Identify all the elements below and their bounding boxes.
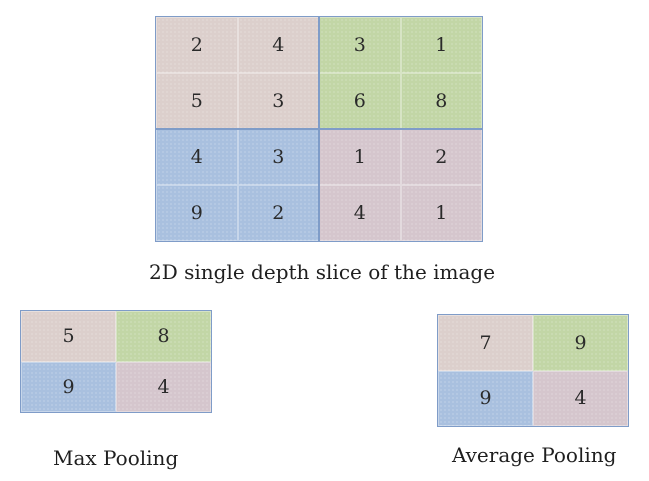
matrix-cell: 9	[156, 185, 238, 241]
matrix-cell: 2	[156, 17, 238, 73]
matrix-cell: 4	[116, 361, 211, 412]
matrix-cell: 3	[319, 17, 401, 73]
max-pooling-caption: Max Pooling	[53, 446, 179, 470]
input-matrix-caption: 2D single depth slice of the image	[149, 260, 496, 284]
matrix-cell: 9	[533, 315, 628, 371]
matrix-cell: 9	[21, 361, 116, 412]
matrix-cell: 1	[400, 185, 482, 241]
matrix-cell: 7	[438, 315, 533, 371]
matrix-cell: 5	[156, 73, 238, 129]
matrix-cell: 6	[319, 73, 401, 129]
matrix-cell: 2	[400, 129, 482, 185]
input-matrix-horizontal-divider	[155, 128, 483, 130]
matrix-cell: 4	[156, 129, 238, 185]
matrix-cell: 1	[319, 129, 401, 185]
matrix-cell: 4	[533, 370, 628, 426]
matrix-cell: 3	[237, 73, 319, 129]
matrix-cell: 5	[21, 311, 116, 362]
matrix-cell: 1	[400, 17, 482, 73]
matrix-cell: 9	[438, 370, 533, 426]
matrix-cell: 8	[116, 311, 211, 362]
matrix-cell: 4	[237, 17, 319, 73]
matrix-cell: 3	[237, 129, 319, 185]
average-pooling-caption: Average Pooling	[452, 443, 617, 467]
matrix-cell: 4	[319, 185, 401, 241]
matrix-cell: 8	[400, 73, 482, 129]
matrix-cell: 2	[237, 185, 319, 241]
